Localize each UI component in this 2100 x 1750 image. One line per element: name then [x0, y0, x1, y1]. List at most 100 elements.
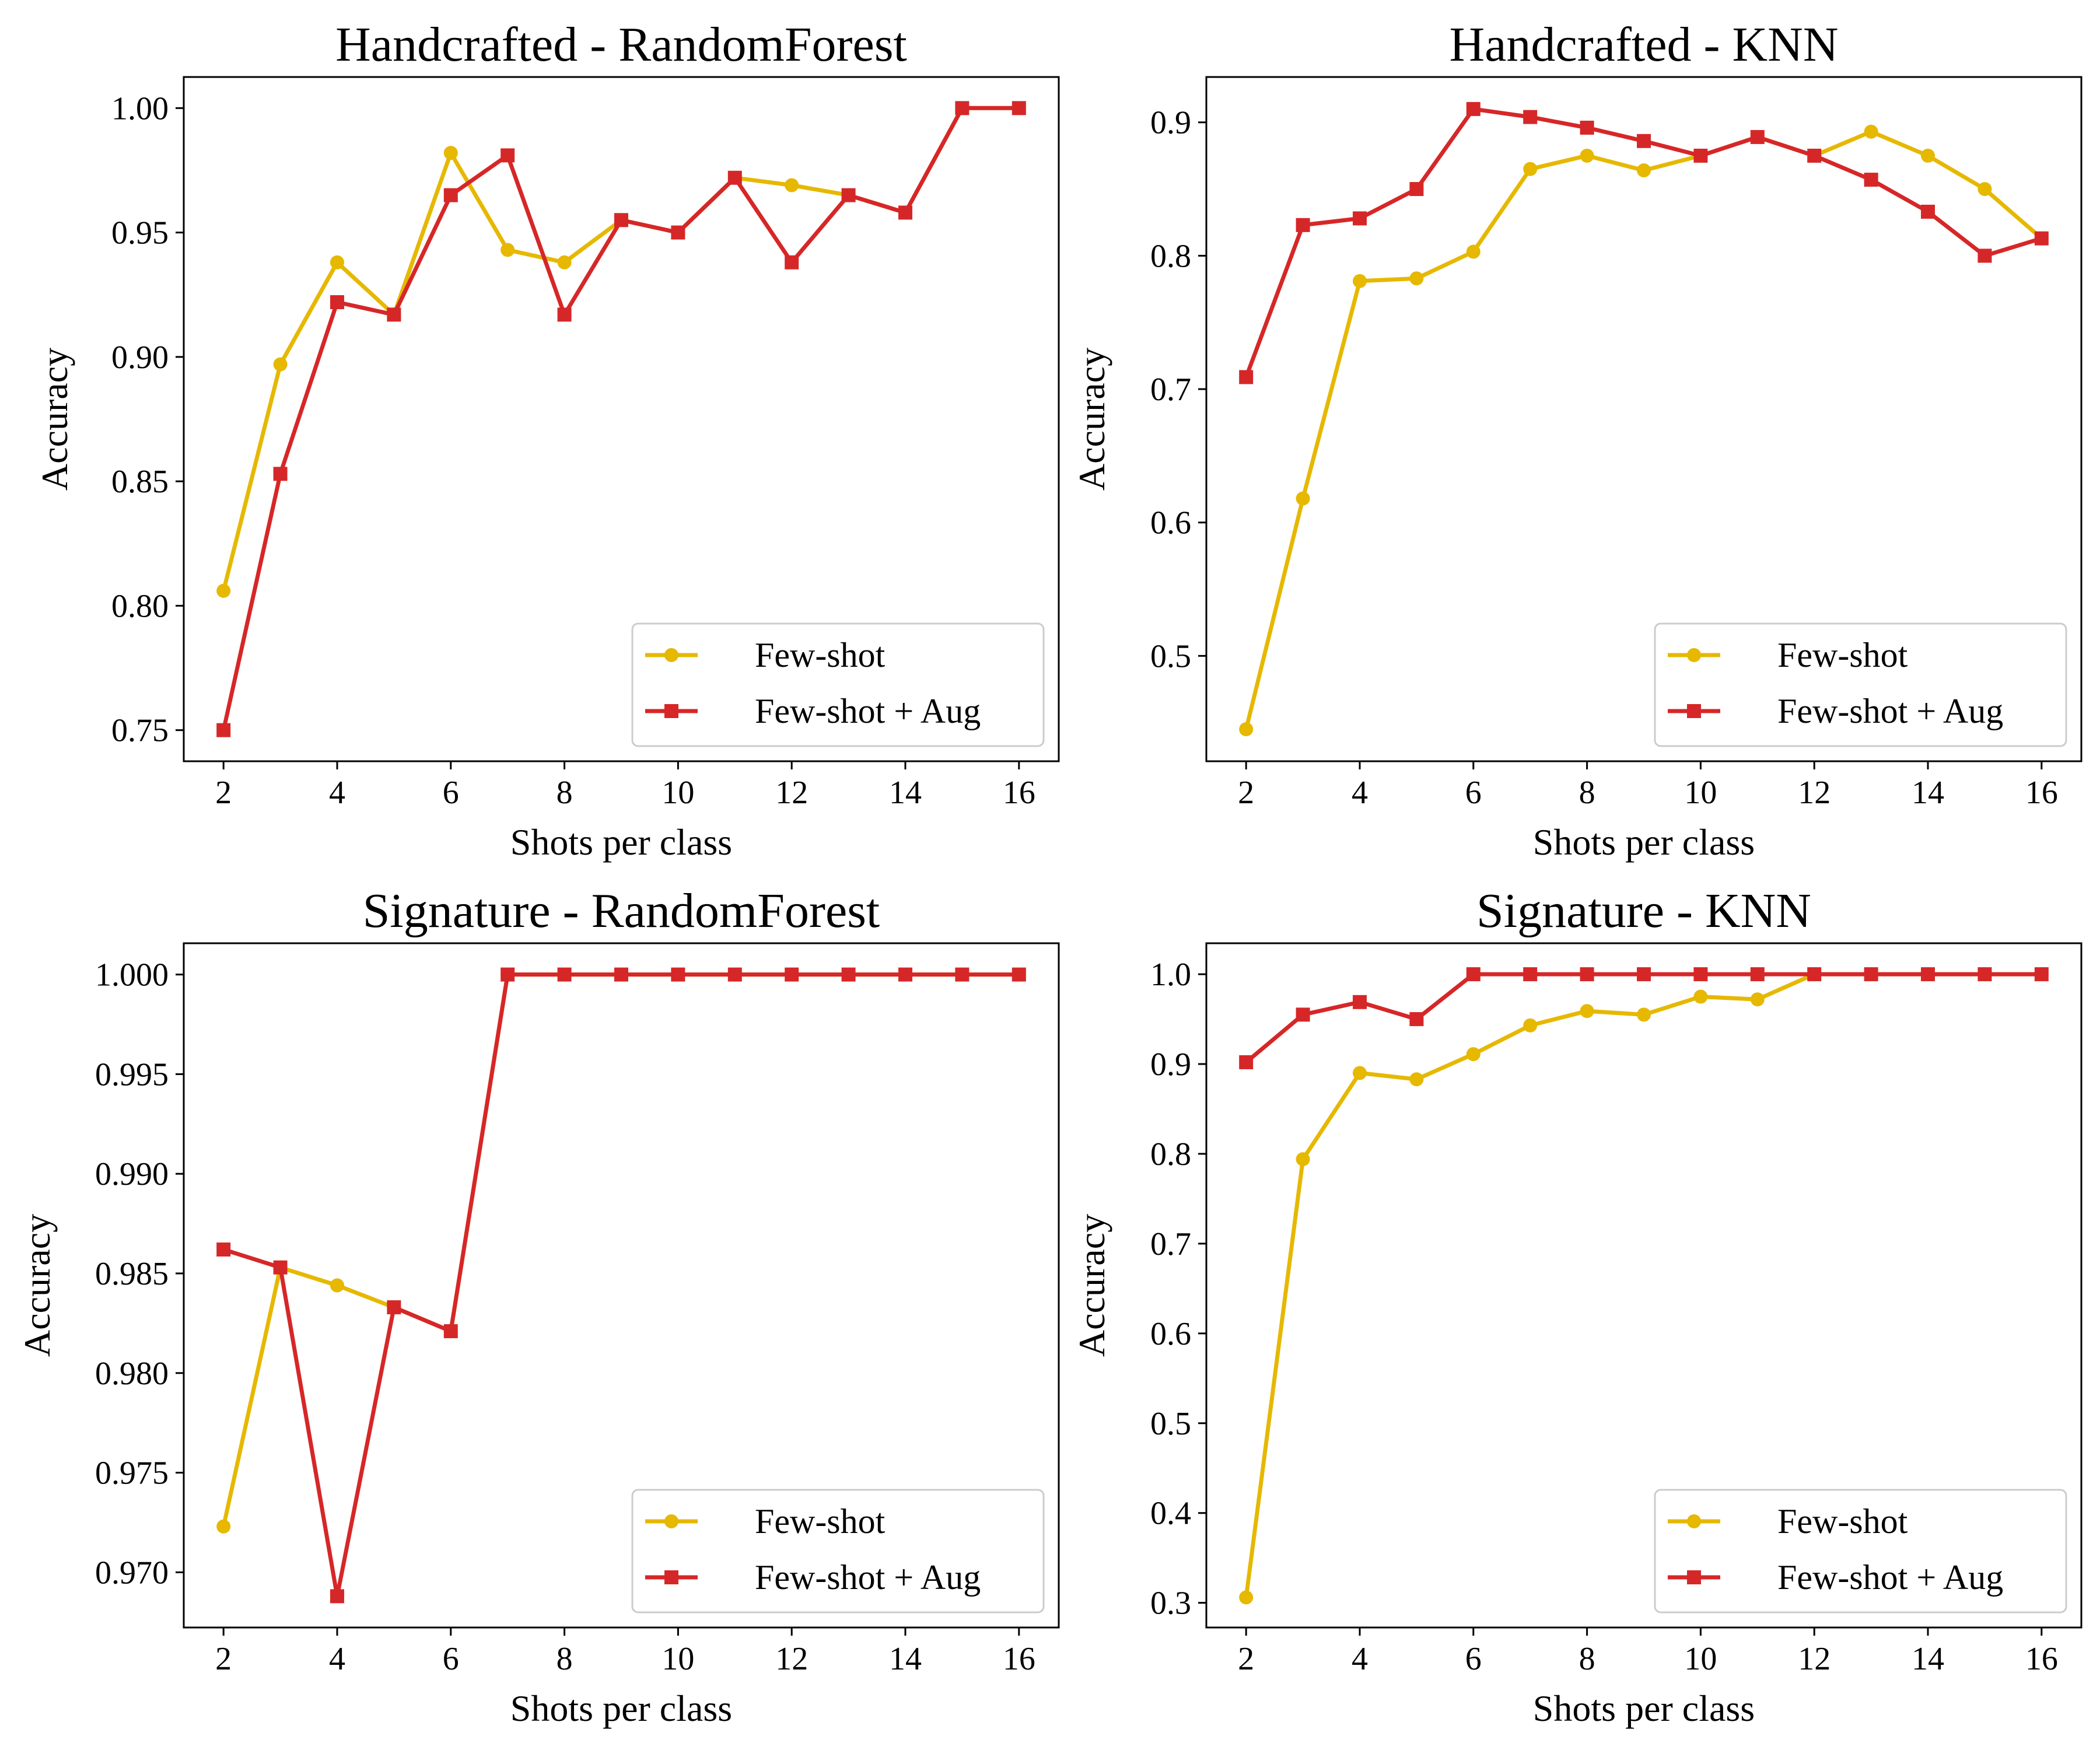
- x-tick-label: 2: [1238, 775, 1254, 811]
- legend-label: Few-shot + Aug: [1777, 692, 2003, 730]
- few-shot-aug-point: [1239, 1055, 1254, 1069]
- x-tick-label: 14: [1912, 1641, 1944, 1677]
- few-shot-point: [273, 357, 288, 372]
- y-tick-label: 0.9: [1150, 105, 1191, 141]
- legend-label: Few-shot: [1777, 636, 1908, 674]
- few-shot-aug-point: [1466, 102, 1480, 116]
- few-shot-point: [1637, 163, 1651, 178]
- y-tick-label: 0.95: [111, 215, 169, 251]
- few-shot-aug-point: [273, 1260, 288, 1275]
- few-shot-aug-point: [443, 188, 458, 202]
- chart-title: Handcrafted - RandomForest: [335, 18, 907, 72]
- x-tick-label: 8: [556, 1641, 573, 1677]
- x-tick-label: 16: [1003, 1641, 1035, 1677]
- y-tick-label: 0.80: [111, 588, 169, 624]
- legend-box: [1654, 622, 2067, 747]
- few-shot-point: [1352, 1066, 1367, 1080]
- x-tick-label: 6: [443, 1641, 459, 1677]
- x-tick-label: 12: [1798, 1641, 1831, 1677]
- x-tick-label: 6: [443, 775, 459, 811]
- x-tick-label: 2: [215, 1641, 232, 1677]
- y-tick-label: 0.990: [95, 1156, 169, 1192]
- few-shot-aug-point: [955, 967, 970, 982]
- legend-marker: [1687, 704, 1701, 718]
- few-shot-aug-point: [216, 723, 231, 737]
- series-line: [1244, 107, 2044, 379]
- few-shot-aug-point: [501, 967, 515, 982]
- few-shot-aug-point: [1978, 249, 1992, 263]
- plot-frame: [1205, 942, 2082, 1629]
- y-tick-label: 0.8: [1150, 1136, 1191, 1172]
- y-tick-label: 0.980: [95, 1356, 169, 1392]
- x-tick-label: 14: [889, 775, 922, 811]
- x-axis-label: Shots per class: [510, 1688, 732, 1729]
- legend-label: Few-shot: [755, 1502, 886, 1541]
- few-shot-aug-point: [1296, 218, 1310, 232]
- legend-label: Few-shot + Aug: [755, 1558, 981, 1597]
- few-shot-point: [785, 178, 799, 192]
- few-shot-point: [1978, 182, 1992, 197]
- x-tick-label: 10: [662, 1641, 694, 1677]
- few-shot-point: [216, 583, 231, 598]
- few-shot-aug-point: [557, 307, 572, 322]
- few-shot-point: [1466, 244, 1480, 259]
- few-shot-aug-point: [443, 1324, 458, 1339]
- few-shot-point: [1296, 1152, 1310, 1167]
- few-shot-aug-point: [898, 967, 913, 982]
- plot-frame: [183, 942, 1060, 1629]
- few-shot-point: [1239, 722, 1254, 737]
- y-tick-label: 0.85: [111, 464, 169, 500]
- few-shot-aug-point: [785, 967, 799, 982]
- chart-panel: Signature - RandomForest 2 4 6 8 10 12 14 16 0.97…: [16, 884, 1060, 1729]
- x-tick-label: 10: [662, 775, 694, 811]
- few-shot-aug-point: [727, 170, 742, 185]
- few-shot-aug-point: [330, 295, 344, 310]
- few-shot-aug-point: [557, 967, 572, 982]
- legend-label: Few-shot: [755, 636, 886, 674]
- y-tick-label: 1.0: [1150, 957, 1191, 993]
- few-shot-point: [1637, 1007, 1651, 1022]
- y-tick-label: 0.6: [1150, 1316, 1191, 1352]
- y-axis-label: Accuracy: [1071, 1214, 1112, 1357]
- x-tick-label: 4: [329, 1641, 345, 1677]
- few-shot-aug-point: [898, 205, 913, 220]
- legend-marker: [664, 1514, 678, 1528]
- few-shot-point: [1921, 148, 1936, 163]
- few-shot-point: [1580, 1004, 1594, 1019]
- few-shot-aug-point: [1523, 967, 1538, 982]
- legend-box: [631, 622, 1045, 747]
- legend-marker: [1687, 1514, 1701, 1528]
- legend-marker: [1687, 648, 1701, 662]
- x-tick-label: 14: [1912, 775, 1944, 811]
- y-tick-label: 0.6: [1150, 505, 1191, 541]
- few-shot-aug-point: [671, 967, 685, 982]
- few-shot-aug-point: [1580, 120, 1594, 135]
- x-tick-label: 8: [1579, 1641, 1595, 1677]
- y-tick-label: 0.4: [1150, 1496, 1191, 1532]
- few-shot-aug-point: [1807, 148, 1822, 163]
- legend-label: Few-shot + Aug: [755, 692, 981, 730]
- x-tick-label: 10: [1684, 1641, 1717, 1677]
- plot-frame: [1205, 76, 2082, 762]
- x-tick-label: 16: [2025, 1641, 2058, 1677]
- plot-frame: [183, 76, 1060, 762]
- x-tick-label: 8: [556, 775, 573, 811]
- y-axis-label: Accuracy: [1071, 348, 1112, 491]
- few-shot-point: [1352, 274, 1367, 288]
- few-shot-aug-point: [727, 967, 742, 982]
- y-tick-label: 0.985: [95, 1256, 169, 1292]
- few-shot-aug-point: [614, 967, 628, 982]
- few-shot-aug-point: [671, 225, 685, 240]
- few-shot-point: [1750, 992, 1765, 1007]
- few-shot-point: [1296, 491, 1310, 506]
- x-tick-label: 4: [1352, 775, 1368, 811]
- y-tick-label: 1.000: [95, 957, 169, 993]
- y-axis-label: Accuracy: [34, 348, 75, 491]
- few-shot-point: [1466, 1047, 1480, 1062]
- y-tick-label: 0.970: [95, 1555, 169, 1591]
- few-shot-aug-point: [387, 1300, 401, 1315]
- few-shot-aug-point: [330, 1589, 344, 1604]
- few-shot-aug-point: [387, 307, 401, 322]
- few-shot-aug-point: [216, 1242, 231, 1257]
